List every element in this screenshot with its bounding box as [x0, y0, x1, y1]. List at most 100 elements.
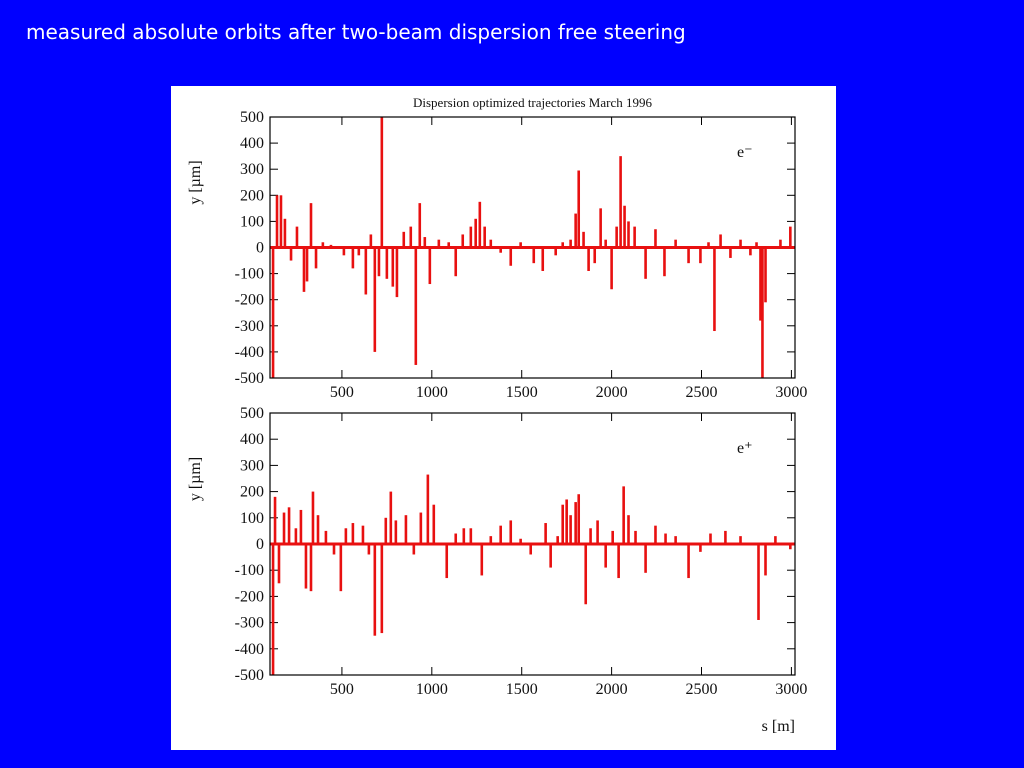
- bar: [332, 544, 336, 555]
- x-tick-label: 1500: [506, 681, 538, 698]
- bar: [549, 544, 552, 568]
- bar: [577, 494, 581, 544]
- bar: [321, 242, 325, 248]
- bar: [587, 247, 590, 271]
- bar: [364, 247, 368, 295]
- bar: [596, 520, 599, 544]
- x-tick-label: 2000: [596, 681, 628, 698]
- bar: [271, 544, 275, 675]
- bar: [314, 247, 318, 269]
- plot-frame: [269, 116, 796, 379]
- y-tick-label: -500: [235, 370, 264, 387]
- bar: [419, 512, 423, 544]
- bar: [764, 247, 767, 303]
- bar: [273, 496, 277, 544]
- x-tick-label: 1000: [416, 384, 448, 401]
- bar: [757, 544, 760, 620]
- bar: [437, 239, 441, 248]
- bar: [574, 213, 577, 248]
- bar: [339, 544, 343, 592]
- bar: [489, 536, 493, 544]
- bar: [565, 499, 568, 544]
- x-tick-label: 3000: [775, 384, 807, 401]
- bar: [380, 544, 384, 634]
- bar: [739, 239, 742, 248]
- bar: [582, 231, 585, 248]
- x-tick-label: 1000: [416, 681, 448, 698]
- y-tick-label: 100: [240, 510, 264, 527]
- bar: [556, 536, 559, 544]
- y-tick-label: -200: [235, 292, 264, 309]
- bar: [295, 226, 299, 248]
- bar: [367, 544, 371, 555]
- bar: [627, 515, 630, 544]
- bar: [674, 239, 677, 248]
- x-tick-label: 2000: [596, 384, 628, 401]
- bar: [687, 247, 690, 264]
- bar: [622, 486, 625, 544]
- bar: [454, 247, 458, 277]
- bar: [342, 247, 346, 256]
- slide-title: measured absolute orbits after two-beam …: [26, 20, 686, 44]
- bar: [469, 528, 473, 544]
- bar: [304, 544, 308, 589]
- bar: [561, 504, 565, 544]
- bar: [302, 247, 306, 292]
- bar: [709, 533, 712, 544]
- y-tick-label: -200: [235, 588, 264, 605]
- y-tick-label: 300: [240, 457, 264, 474]
- bar: [644, 247, 647, 279]
- annotation: e⁻: [737, 144, 753, 161]
- bar: [305, 247, 309, 282]
- y-tick-label: -100: [235, 562, 264, 579]
- bar: [561, 242, 565, 248]
- bar: [663, 247, 666, 277]
- bar: [344, 528, 348, 544]
- bar: [480, 544, 484, 576]
- bar: [739, 536, 742, 544]
- bar: [644, 544, 647, 573]
- bar: [509, 247, 513, 266]
- bar: [489, 239, 493, 248]
- bar: [617, 544, 620, 579]
- bar: [544, 523, 547, 544]
- bar: [764, 544, 767, 576]
- x-axis-label: s [m]: [762, 718, 795, 735]
- bar: [584, 544, 588, 605]
- bar: [604, 239, 607, 248]
- bar: [478, 201, 482, 248]
- bar: [361, 525, 365, 544]
- annotation: e⁺: [737, 440, 753, 457]
- figure-background: [171, 86, 836, 750]
- bar: [389, 491, 393, 544]
- bar: [426, 474, 430, 544]
- bar: [414, 247, 418, 365]
- bar: [299, 509, 303, 544]
- bar: [623, 205, 626, 248]
- bar: [611, 530, 614, 544]
- bar: [469, 226, 473, 248]
- bar: [569, 515, 572, 544]
- bar: [279, 195, 283, 248]
- bar: [271, 247, 275, 378]
- bar: [454, 533, 458, 544]
- bar: [461, 234, 465, 248]
- y-tick-label: 100: [240, 213, 264, 230]
- bar: [574, 502, 577, 544]
- bar: [394, 520, 398, 544]
- bar: [633, 226, 636, 248]
- y-tick-label: 200: [240, 484, 264, 501]
- y-tick-label: -300: [235, 615, 264, 632]
- bar: [541, 247, 545, 271]
- bar: [699, 544, 702, 552]
- y-tick-label: 400: [240, 431, 264, 448]
- plot-frame: [269, 412, 796, 676]
- bar: [275, 195, 279, 248]
- x-tick-label: 2500: [686, 681, 718, 698]
- bar: [445, 544, 449, 579]
- bar: [423, 237, 427, 248]
- bar: [789, 544, 792, 550]
- bar: [713, 247, 716, 332]
- bar: [779, 239, 782, 248]
